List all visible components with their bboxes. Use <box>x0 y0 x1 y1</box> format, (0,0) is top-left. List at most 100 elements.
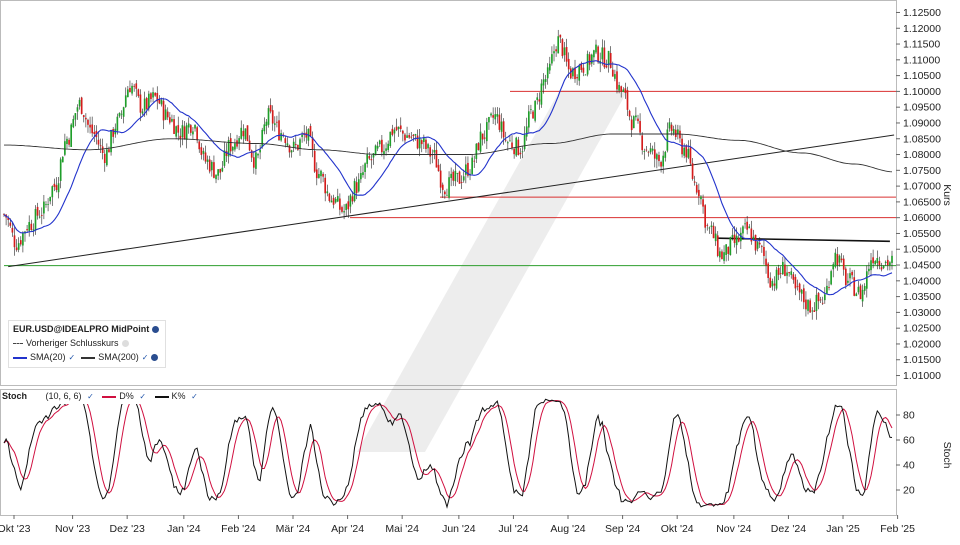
candle-body <box>882 265 885 269</box>
candle-body <box>756 241 759 249</box>
legend-sma200-label: SMA(200) <box>98 352 139 362</box>
candle-body <box>26 229 28 231</box>
candle-body <box>82 115 85 118</box>
candle-body <box>154 92 156 96</box>
candle-body <box>238 138 240 144</box>
candle-body <box>416 135 419 149</box>
candle-body <box>826 285 828 294</box>
candle-body <box>471 157 473 175</box>
candle-body <box>433 150 436 153</box>
x-tick-label: Nov '24 <box>716 523 751 535</box>
candle-body <box>408 135 411 138</box>
candle-body <box>488 117 490 123</box>
stoch-params: (10, 6, 6) <box>45 391 82 401</box>
candle-body <box>76 107 79 112</box>
x-tick-label: Jan '24 <box>167 523 201 535</box>
candle-body <box>294 144 297 145</box>
watermark-logo <box>357 90 628 452</box>
candle-body <box>74 113 77 120</box>
candle-body <box>395 126 398 131</box>
candle-body <box>13 235 16 248</box>
stoch-k-label: K% <box>171 391 186 401</box>
candle-body <box>683 147 686 156</box>
candle-body <box>475 143 478 159</box>
candle-body <box>112 129 115 137</box>
candle-body <box>502 121 505 138</box>
candle-body <box>761 245 763 247</box>
candle-body <box>320 170 322 177</box>
candle-body <box>702 199 704 207</box>
checkmark-icon[interactable]: ✓ <box>139 392 147 401</box>
candle-body <box>677 129 679 135</box>
x-tick-label: Dez '24 <box>771 523 806 535</box>
candle-body <box>855 293 858 297</box>
toggle-dot-icon[interactable] <box>121 340 129 348</box>
price-tick-label: 1.09000 <box>903 117 941 129</box>
candle-body <box>370 159 373 161</box>
candle-body <box>660 161 662 167</box>
candle-body <box>341 207 343 212</box>
globe-icon[interactable] <box>152 326 160 334</box>
candle-body <box>746 221 748 230</box>
candle-body <box>43 201 45 214</box>
globe-icon[interactable] <box>151 354 159 362</box>
x-tick-label: Dez '23 <box>110 523 145 535</box>
candle-body <box>40 214 43 216</box>
price-tick-label: 1.04000 <box>903 275 941 287</box>
candle-body <box>265 121 268 126</box>
stoch-legend: Stoch (10, 6, 6) ✓ D% ✓ K% ✓ <box>2 391 198 404</box>
candle-body <box>456 173 459 174</box>
candle-body <box>823 294 826 301</box>
candle-body <box>55 185 58 191</box>
checkmark-icon[interactable]: ✓ <box>191 392 198 401</box>
candle-body <box>572 68 574 77</box>
stoch-tick-label: 40 <box>903 460 915 472</box>
price-tick-label: 1.06500 <box>903 196 941 208</box>
candle-body <box>124 95 127 107</box>
candle-body <box>213 162 215 178</box>
candle-body <box>641 135 644 151</box>
candle-body <box>712 225 715 239</box>
candle-body <box>752 236 755 240</box>
candle-body <box>792 274 795 280</box>
candle-body <box>45 204 47 205</box>
candle-body <box>725 244 727 255</box>
candle-body <box>817 293 820 302</box>
candle-body <box>786 272 788 276</box>
candle-body <box>208 159 211 172</box>
checkmark-icon[interactable]: ✓ <box>141 353 149 362</box>
candle-body <box>767 263 769 278</box>
candle-body <box>674 129 677 137</box>
price-tick-label: 1.07500 <box>903 165 941 177</box>
candle-body <box>322 173 324 177</box>
price-tick-label: 1.07000 <box>903 181 941 193</box>
candle-body <box>194 124 196 129</box>
trend-line <box>8 134 895 268</box>
candle-body <box>429 147 431 157</box>
candle-body <box>259 149 261 153</box>
candle-body <box>716 235 719 256</box>
candle-body <box>750 228 753 242</box>
candle-body <box>49 196 52 202</box>
candle-body <box>196 127 198 141</box>
candle-body <box>498 114 501 130</box>
candle-body <box>622 89 625 93</box>
x-tick-label: Apr '24 <box>331 523 364 535</box>
candle-body <box>410 136 413 138</box>
candle-body <box>878 260 881 266</box>
candle-body <box>670 124 673 131</box>
candle-body <box>217 169 219 176</box>
price-tick-label: 1.08000 <box>903 149 941 161</box>
candle-body <box>129 87 131 93</box>
checkmark-icon[interactable]: ✓ <box>68 353 76 362</box>
candle-body <box>849 273 851 279</box>
candle-body <box>177 125 180 133</box>
candle-body <box>441 184 444 190</box>
checkmark-icon[interactable]: ✓ <box>87 392 94 401</box>
candle-body <box>257 154 259 156</box>
candle-body <box>870 260 872 271</box>
candle-body <box>763 246 765 257</box>
x-tick-label: Mai '24 <box>385 523 419 535</box>
candle-body <box>731 235 734 238</box>
candle-body <box>532 111 534 119</box>
